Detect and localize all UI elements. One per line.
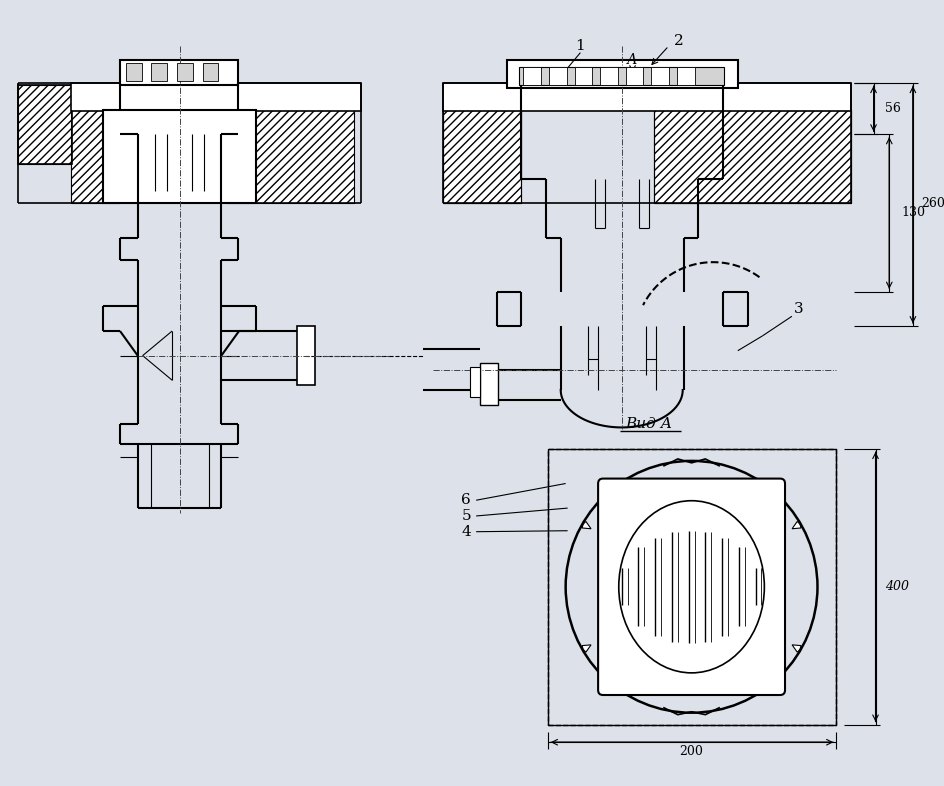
Bar: [626, 68, 644, 85]
Text: 1: 1: [576, 39, 585, 53]
Bar: [523, 68, 541, 85]
Bar: [297, 326, 314, 385]
Bar: [575, 68, 592, 85]
Text: 5: 5: [462, 509, 471, 523]
Bar: [507, 61, 738, 88]
Text: 56: 56: [885, 102, 902, 116]
Bar: [654, 110, 851, 203]
Wedge shape: [792, 645, 801, 652]
Bar: [151, 64, 167, 81]
Bar: [227, 110, 354, 203]
Bar: [443, 110, 521, 203]
Wedge shape: [582, 521, 591, 529]
Text: 3: 3: [794, 303, 803, 317]
Text: А: А: [628, 53, 638, 68]
Bar: [677, 68, 695, 85]
Wedge shape: [582, 645, 591, 652]
Bar: [600, 68, 617, 85]
Text: 2: 2: [674, 34, 683, 48]
Bar: [480, 363, 497, 405]
Bar: [126, 64, 142, 81]
Bar: [71, 83, 361, 111]
Wedge shape: [792, 521, 801, 529]
Bar: [18, 85, 72, 163]
Bar: [443, 83, 851, 111]
Bar: [548, 449, 836, 725]
Text: 400: 400: [885, 580, 909, 593]
Text: 260: 260: [920, 196, 944, 210]
Bar: [443, 110, 521, 203]
Bar: [177, 64, 193, 81]
Bar: [203, 64, 218, 81]
FancyBboxPatch shape: [598, 479, 785, 695]
Bar: [654, 110, 851, 203]
Bar: [18, 85, 72, 163]
Text: 6: 6: [462, 494, 471, 507]
Text: 130: 130: [902, 207, 925, 219]
Bar: [548, 449, 836, 725]
Bar: [71, 110, 120, 203]
Text: 4: 4: [462, 525, 471, 538]
Bar: [120, 61, 238, 85]
Bar: [651, 68, 669, 85]
Bar: [470, 367, 480, 397]
Bar: [519, 68, 724, 85]
Text: 200: 200: [680, 744, 703, 758]
Bar: [103, 110, 256, 203]
Bar: [548, 68, 566, 85]
Text: Вид А: Вид А: [626, 417, 673, 432]
